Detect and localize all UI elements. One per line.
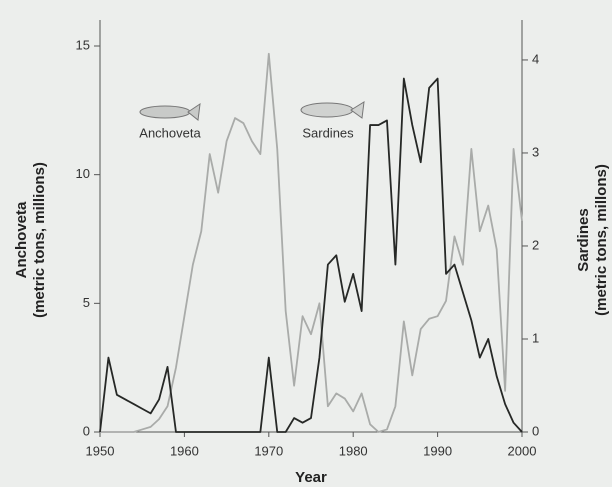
y2-tick-label: 3 — [532, 144, 539, 159]
y2-tick-label: 2 — [532, 237, 539, 252]
y-axis-title-line: Anchoveta — [13, 201, 30, 278]
x-tick-label: 1970 — [254, 443, 283, 458]
series-label: Anchoveta — [139, 125, 201, 140]
y2-axis-title-line: Sardines — [575, 208, 592, 271]
y-axis-title-line: (metric tons, millions) — [31, 162, 48, 318]
x-tick-label: 2000 — [508, 443, 537, 458]
x-axis-title: Year — [295, 469, 327, 486]
x-tick-label: 1980 — [339, 443, 368, 458]
x-tick-label: 1950 — [86, 443, 115, 458]
y2-tick-label: 0 — [532, 423, 539, 438]
y-tick-label: 0 — [83, 423, 90, 438]
x-tick-label: 1990 — [423, 443, 452, 458]
chart: Year Anchoveta (metric tons, millions) S… — [0, 0, 612, 487]
x-tick-label: 1960 — [170, 443, 199, 458]
y-tick-label: 15 — [76, 37, 90, 52]
y2-axis-title-line: (metric tons, millons) — [593, 164, 610, 316]
series-label: Sardines — [302, 125, 354, 140]
y-tick-label: 5 — [83, 295, 90, 310]
y2-tick-label: 4 — [532, 51, 539, 66]
y2-tick-label: 1 — [532, 330, 539, 345]
y-tick-label: 10 — [76, 166, 90, 181]
background — [0, 0, 612, 487]
